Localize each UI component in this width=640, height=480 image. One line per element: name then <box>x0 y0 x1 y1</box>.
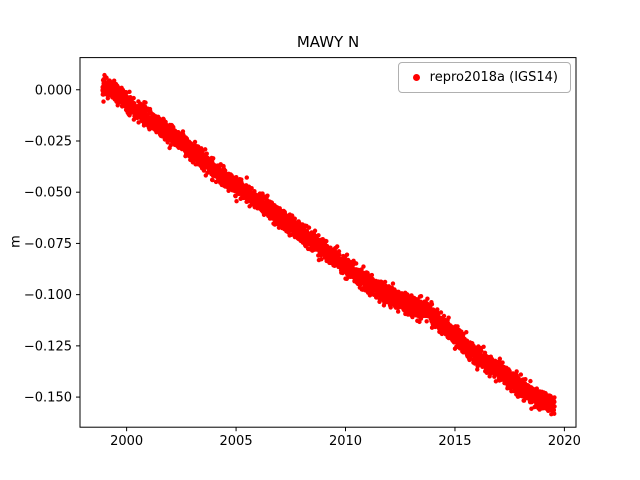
svg-text:2010: 2010 <box>329 434 362 449</box>
svg-text:2000: 2000 <box>110 434 143 449</box>
legend-marker-icon <box>412 74 420 81</box>
svg-text:2005: 2005 <box>220 434 253 449</box>
plot-title: MAWY N <box>296 33 360 51</box>
svg-text:2015: 2015 <box>438 434 471 449</box>
svg-text:−0.150: −0.150 <box>24 391 72 406</box>
svg-text:−0.025: −0.025 <box>24 134 72 149</box>
svg-text:−0.050: −0.050 <box>24 186 72 201</box>
svg-text:−0.125: −0.125 <box>24 339 72 354</box>
svg-text:−0.075: −0.075 <box>24 237 72 252</box>
legend: repro2018a (IGS14) <box>397 62 571 93</box>
legend-label: repro2018a (IGS14) <box>429 70 558 85</box>
svg-text:2020: 2020 <box>548 434 581 449</box>
svg-text:0.000: 0.000 <box>35 83 72 98</box>
svg-text:−0.100: −0.100 <box>24 288 72 303</box>
